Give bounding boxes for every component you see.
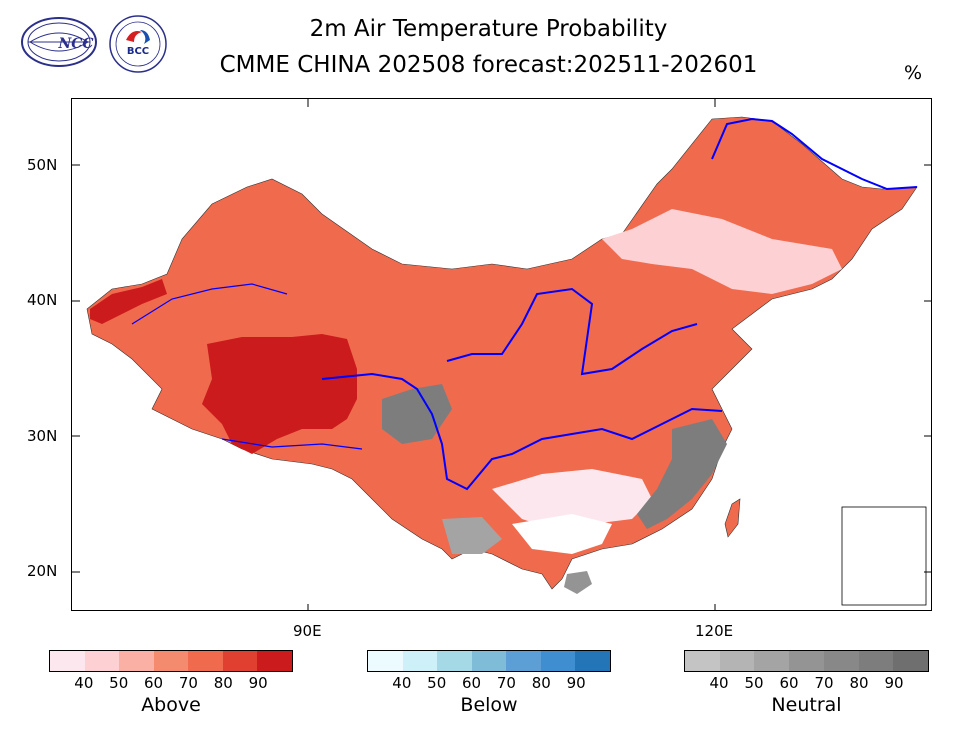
legend-swatch <box>402 651 438 671</box>
neutral-hainan <box>564 571 592 594</box>
legend-swatch <box>719 651 755 671</box>
legend-swatch <box>754 651 790 671</box>
legend-swatch <box>575 651 610 671</box>
lat-label-30n: 30N <box>27 427 58 445</box>
map-canvas <box>72 99 931 610</box>
legend-swatch <box>153 651 189 671</box>
map-panel <box>71 98 932 611</box>
legend-tick-label: 70 <box>814 674 834 692</box>
amur-river <box>711 117 918 191</box>
legend-swatch <box>437 651 472 671</box>
legend-below-ticks: 40 50 60 70 80 90 <box>367 672 611 692</box>
yarlung-river <box>221 438 363 450</box>
legend-tick-label: 50 <box>109 674 129 692</box>
south-china-sea-inset <box>841 506 927 606</box>
ncc-logo: NCC <box>20 16 98 68</box>
neutral-southeast <box>637 419 727 529</box>
tarim-river <box>131 283 288 325</box>
legend-tick-label: 90 <box>248 674 268 692</box>
legend-above: 40 50 60 70 80 90 Above <box>49 650 293 716</box>
legend-tick-label: 90 <box>566 674 586 692</box>
legend-swatch <box>858 651 894 671</box>
legend-swatch <box>789 651 824 671</box>
yangtze-river <box>321 372 723 491</box>
no-signal-south <box>512 514 612 554</box>
legend-swatch <box>368 651 403 671</box>
legend-swatch <box>471 651 507 671</box>
legend-tick-label: 50 <box>744 674 764 692</box>
taiwan <box>724 498 741 538</box>
legend-tick-label: 80 <box>849 674 869 692</box>
legend-swatch <box>119 651 154 671</box>
legend-above-title: Above <box>141 694 201 716</box>
neutral-south <box>442 517 502 554</box>
legend-neutral-ticks: 40 50 60 70 80 90 <box>684 672 929 692</box>
legend-tick-label: 60 <box>779 674 799 692</box>
legend-neutral-title: Neutral <box>771 694 842 716</box>
legend-above-colorbar <box>49 650 293 672</box>
strong-above-west <box>90 279 167 324</box>
map-subtitle: CMME CHINA 202508 forecast:202511-202601 <box>219 52 758 78</box>
strong-above-region <box>202 334 357 454</box>
axis-ticks <box>72 99 931 610</box>
legend-swatch <box>257 651 292 671</box>
legend-tick-label: 40 <box>709 674 729 692</box>
legend-swatch <box>506 651 541 671</box>
weak-above-south <box>492 469 652 529</box>
legend-tick-label: 80 <box>531 674 551 692</box>
bcc-logo: BCC <box>108 14 168 74</box>
lon-label-120e: 120E <box>695 622 734 640</box>
lat-label-50n: 50N <box>27 156 58 174</box>
bcc-logo-text: BCC <box>127 46 149 57</box>
legend-swatch <box>893 651 928 671</box>
legend-above-ticks: 40 50 60 70 80 90 <box>49 672 293 692</box>
lon-label-90e: 90E <box>293 622 322 640</box>
legend-neutral: 40 50 60 70 80 90 Neutral <box>684 650 929 716</box>
legend-swatch <box>823 651 859 671</box>
yellow-river <box>446 287 698 376</box>
legend-below: 40 50 60 70 80 90 Below <box>367 650 611 716</box>
legend-tick-label: 40 <box>74 674 94 692</box>
map-title: 2m Air Temperature Probability <box>309 16 668 42</box>
legend-swatch <box>685 651 720 671</box>
legend-swatch <box>84 651 120 671</box>
legend-below-colorbar <box>367 650 611 672</box>
lat-label-20n: 20N <box>27 562 58 580</box>
weak-above-northeast <box>602 209 842 294</box>
legend-swatch <box>222 651 258 671</box>
legend-tick-label: 70 <box>178 674 198 692</box>
legend-tick-label: 80 <box>213 674 233 692</box>
lat-label-40n: 40N <box>27 291 58 309</box>
unit-label: % <box>904 62 923 84</box>
neutral-southwest <box>382 384 452 444</box>
legend-below-title: Below <box>460 694 518 716</box>
legend-tick-label: 90 <box>884 674 904 692</box>
legend-swatch <box>188 651 223 671</box>
legend-swatch <box>50 651 85 671</box>
legend-tick-label: 60 <box>144 674 164 692</box>
legend-tick-label: 60 <box>462 674 482 692</box>
legend-swatch <box>540 651 576 671</box>
ncc-logo-text: NCC <box>57 36 93 52</box>
legend-tick-label: 70 <box>496 674 516 692</box>
legend-tick-label: 50 <box>427 674 447 692</box>
legend-neutral-colorbar <box>684 650 929 672</box>
legend-tick-label: 40 <box>392 674 412 692</box>
